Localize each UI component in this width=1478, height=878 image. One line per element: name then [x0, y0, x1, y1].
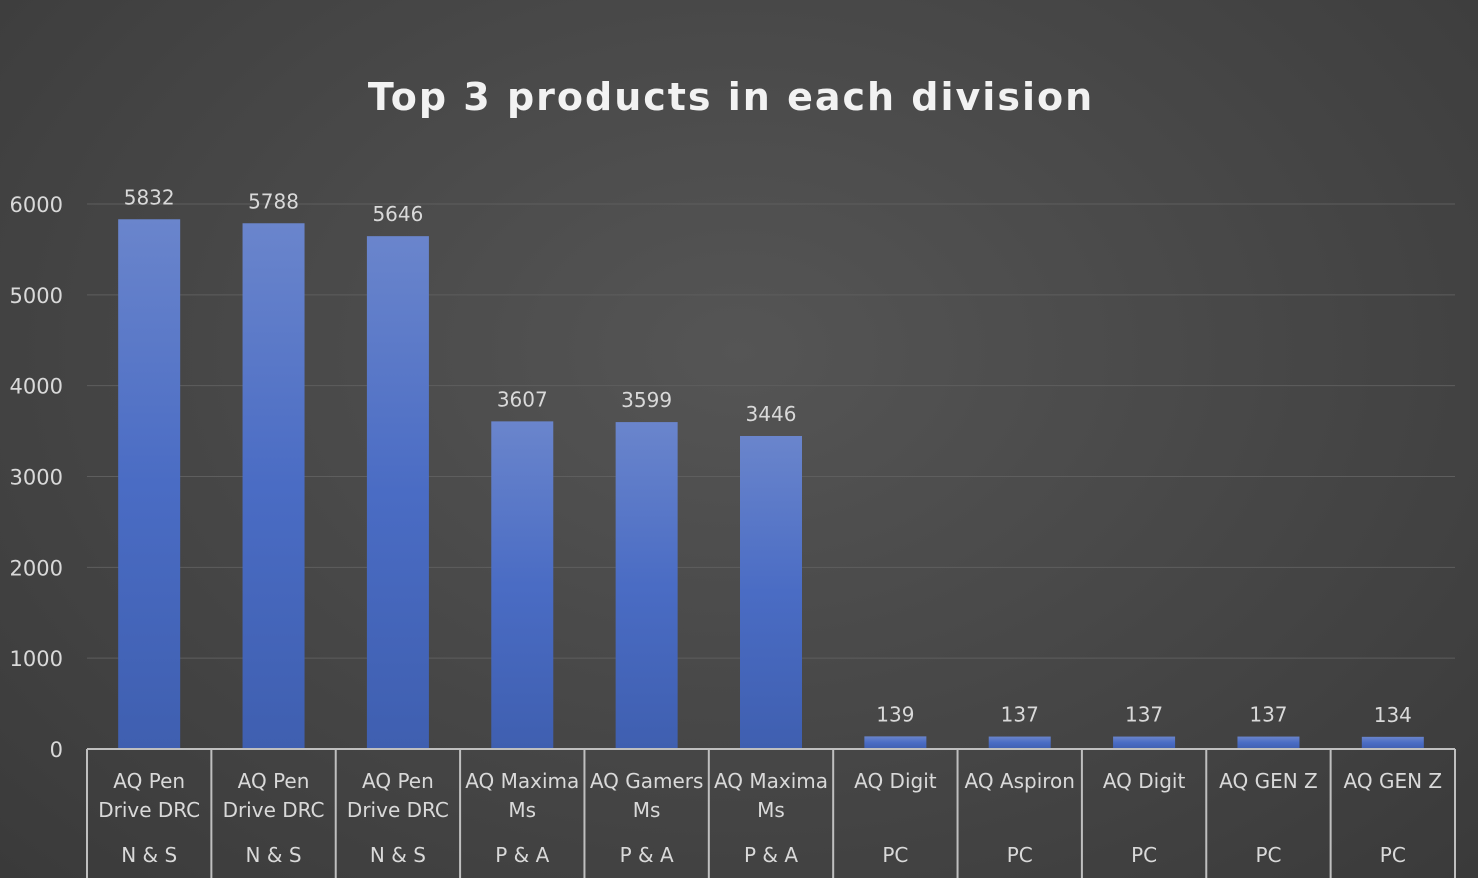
data-label: 137	[1001, 703, 1039, 727]
data-label: 137	[1249, 703, 1287, 727]
x-category-division: PC	[1380, 843, 1406, 867]
x-category-product: AQ Aspiron	[964, 769, 1074, 793]
data-label: 134	[1374, 703, 1412, 727]
x-category-product: AQ Gamers Ms	[590, 769, 704, 822]
bar	[1361, 736, 1424, 749]
bar	[988, 736, 1051, 749]
y-tick-label: 1000	[10, 647, 63, 671]
data-label: 3607	[497, 387, 548, 411]
data-label: 139	[876, 702, 914, 726]
x-category-division: N & S	[121, 843, 177, 867]
bar	[615, 422, 678, 749]
x-axis: AQ Pen Drive DRC N & S AQ Pen Drive DRC N & S…	[86, 748, 1456, 878]
x-category-product: AQ Digit	[854, 769, 937, 793]
y-axis-ticks: 0 1000 2000 3000 4000 5000 6000	[10, 193, 63, 762]
bars	[118, 219, 1424, 750]
data-label: 5788	[248, 189, 299, 213]
bar	[366, 236, 429, 749]
x-category-division: PC	[882, 843, 908, 867]
x-category-product: AQ Pen Drive DRC	[347, 769, 449, 822]
y-tick-label: 5000	[10, 284, 63, 308]
bar	[740, 435, 802, 749]
bar	[864, 736, 927, 749]
y-tick-label: 4000	[10, 375, 63, 399]
x-category-product: AQ GEN Z	[1344, 769, 1443, 793]
y-tick-label: 6000	[10, 193, 63, 217]
data-label: 137	[1125, 703, 1163, 727]
x-category-product: AQ Digit	[1103, 769, 1186, 793]
data-labels: 5832 5788 5646 3607 3599 3446 139 137 137 137 134	[124, 185, 1412, 727]
data-label: 5646	[372, 202, 423, 226]
x-category-product: AQ Maxima Ms	[714, 769, 828, 822]
y-tick-label: 2000	[10, 556, 63, 580]
bar	[1237, 736, 1300, 749]
x-category-product: AQ Maxima Ms	[465, 769, 579, 822]
x-category-division: PC	[1255, 843, 1281, 867]
data-label: 3446	[746, 402, 797, 426]
chart-title: Top 3 products in each division	[368, 75, 1094, 119]
data-label: 5832	[124, 185, 175, 209]
y-tick-label: 3000	[10, 466, 63, 490]
x-category-division: N & S	[246, 843, 302, 867]
bar	[491, 421, 554, 749]
bar	[1113, 736, 1176, 749]
data-label: 3599	[621, 388, 672, 412]
x-category-division: P & A	[620, 843, 674, 867]
x-category-division: PC	[1131, 843, 1157, 867]
bar	[118, 219, 181, 749]
x-category-division: P & A	[744, 843, 798, 867]
x-category-product: AQ Pen Drive DRC	[98, 769, 200, 822]
x-category-product: AQ GEN Z	[1219, 769, 1318, 793]
x-category-product: AQ Pen Drive DRC	[223, 769, 325, 822]
y-tick-label: 0	[50, 738, 63, 762]
x-category-division: PC	[1007, 843, 1033, 867]
x-category-division: P & A	[495, 843, 549, 867]
bar	[242, 223, 305, 750]
x-category-division: N & S	[370, 843, 426, 867]
